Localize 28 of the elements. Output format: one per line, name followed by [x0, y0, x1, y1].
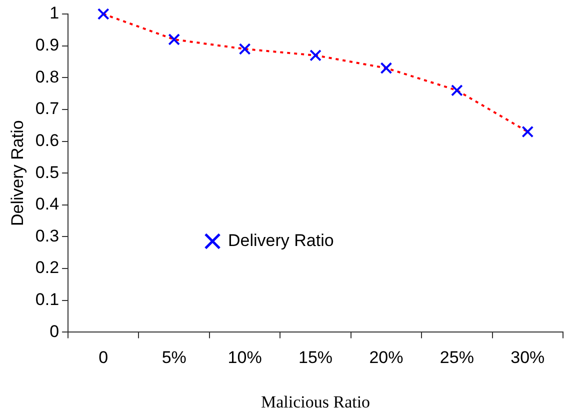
- y-tick-label: 0.3: [35, 226, 60, 246]
- x-tick-label: 25%: [440, 348, 474, 368]
- point: [522, 126, 534, 138]
- x-axis-title: Malicious Ratio: [260, 392, 370, 412]
- y-tick-label: 0.9: [35, 36, 60, 55]
- y-tick-label: 0.8: [35, 67, 60, 86]
- x-tick-label: 30%: [510, 348, 545, 368]
- y-tick-label: 0.2: [35, 258, 60, 278]
- point: [238, 43, 251, 55]
- y-tick-label: 0.5: [35, 162, 60, 182]
- x-tick-label: 0: [98, 348, 108, 368]
- y-tick-label: 0.4: [35, 194, 60, 214]
- x-tick-label: 5%: [162, 348, 186, 368]
- point: [380, 62, 392, 74]
- y-tick-label: 0.6: [35, 130, 60, 150]
- y-tick-label: 0: [50, 322, 60, 341]
- point: [310, 49, 322, 62]
- y-tick-label: 0.7: [35, 99, 60, 118]
- point: [450, 84, 463, 96]
- y-axis-title: Delivery Ratio: [8, 120, 27, 226]
- point: [168, 34, 180, 46]
- y-tick-label: 0.1: [35, 290, 60, 310]
- point: [97, 8, 110, 20]
- legend-label: Delivery Ratio: [228, 230, 334, 250]
- x-tick-label: 15%: [298, 348, 333, 368]
- x-tick-label: 20%: [369, 348, 404, 368]
- x-tick-label: 10%: [228, 348, 262, 368]
- y-tick-label: 1: [50, 4, 60, 23]
